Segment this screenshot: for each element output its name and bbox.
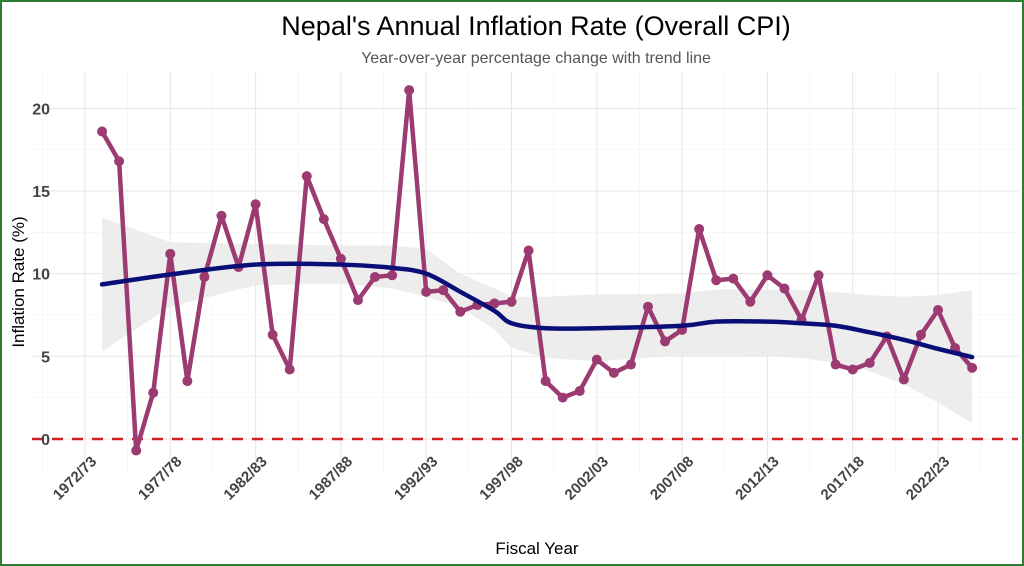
data-point xyxy=(813,270,824,281)
data-point xyxy=(625,359,636,370)
x-axis-label: Fiscal Year xyxy=(495,539,578,558)
data-point xyxy=(199,271,210,282)
data-point xyxy=(165,248,176,259)
data-point xyxy=(250,199,261,210)
data-point xyxy=(370,271,381,282)
data-point xyxy=(557,392,568,403)
x-tick-label: 2007/08 xyxy=(647,453,697,503)
trend-curve xyxy=(99,261,975,360)
x-axis-ticks: 1972/73 1977/78 1982/83 1987/88 1992/93 1997/… xyxy=(50,453,953,503)
trend-line xyxy=(99,261,975,360)
data-point xyxy=(898,374,909,385)
x-tick-label: 2002/03 xyxy=(562,453,612,503)
x-tick-label: 1982/83 xyxy=(220,453,270,503)
data-point xyxy=(574,386,585,397)
data-point xyxy=(728,273,739,284)
data-point xyxy=(352,295,363,306)
x-tick-label: 1987/88 xyxy=(306,453,356,503)
data-point xyxy=(608,367,619,378)
data-point xyxy=(489,298,500,309)
x-tick-label: 2022/23 xyxy=(903,453,953,503)
y-tick-label: 0 xyxy=(41,432,50,449)
data-point xyxy=(864,357,875,368)
x-tick-label: 1992/93 xyxy=(391,453,441,503)
y-tick-label: 10 xyxy=(32,267,50,284)
data-point xyxy=(182,376,193,387)
data-point xyxy=(216,210,227,221)
data-point xyxy=(335,253,346,264)
data-point xyxy=(131,445,142,456)
data-point xyxy=(642,301,653,312)
y-tick-label: 20 xyxy=(32,101,50,118)
data-point xyxy=(438,285,449,296)
data-point xyxy=(745,296,756,307)
y-axis-ticks: 0 5 10 15 20 xyxy=(32,101,50,449)
data-point xyxy=(694,224,705,235)
data-point xyxy=(967,362,978,373)
data-point xyxy=(284,364,295,375)
data-point xyxy=(523,245,534,256)
data-point xyxy=(318,214,329,225)
data-point xyxy=(506,296,517,307)
data-point xyxy=(660,336,671,347)
x-tick-label: 2012/13 xyxy=(732,453,782,503)
data-point xyxy=(830,359,841,370)
data-point xyxy=(301,171,312,182)
x-tick-label: 2017/18 xyxy=(818,453,868,503)
x-tick-label: 1977/78 xyxy=(135,453,185,503)
x-tick-label: 1997/98 xyxy=(476,453,526,503)
y-tick-label: 5 xyxy=(41,349,50,366)
data-point xyxy=(540,376,551,387)
data-point xyxy=(455,306,466,317)
chart-title: Nepal's Annual Inflation Rate (Overall C… xyxy=(281,11,790,41)
data-point xyxy=(591,354,602,365)
y-tick-label: 15 xyxy=(32,184,50,201)
data-point xyxy=(762,270,773,281)
data-point xyxy=(387,270,398,281)
data-point xyxy=(421,286,432,297)
data-point xyxy=(779,283,790,294)
y-axis-label: Inflation Rate (%) xyxy=(9,216,28,347)
data-point xyxy=(915,329,926,340)
data-point xyxy=(148,387,159,398)
data-point xyxy=(267,329,278,340)
data-point xyxy=(711,275,722,286)
series-line xyxy=(100,87,974,453)
data-point xyxy=(97,126,108,137)
data-point xyxy=(933,305,943,316)
inflation-series xyxy=(97,85,978,456)
data-point xyxy=(114,156,125,167)
chart-subtitle: Year-over-year percentage change with tr… xyxy=(361,50,711,67)
x-tick-label: 1972/73 xyxy=(50,453,100,503)
data-point xyxy=(404,85,415,96)
data-point xyxy=(847,364,858,375)
